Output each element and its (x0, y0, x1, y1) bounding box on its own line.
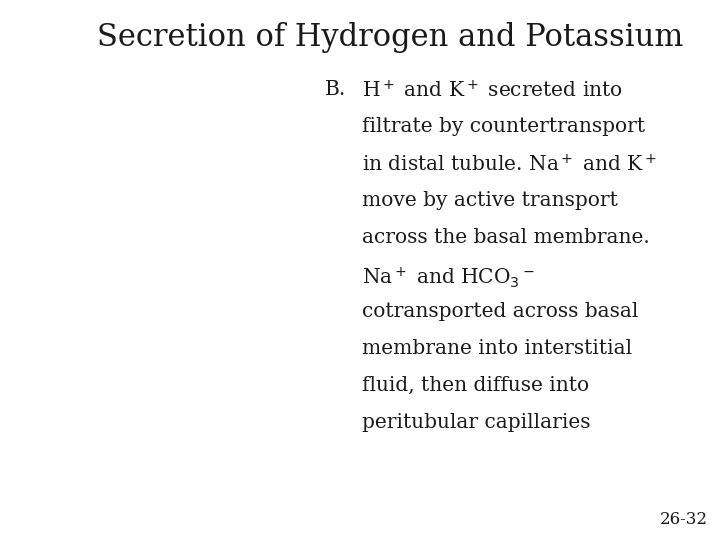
Text: cotransported across basal: cotransported across basal (362, 302, 639, 321)
Text: in distal tubule. Na$^+$ and K$^+$: in distal tubule. Na$^+$ and K$^+$ (362, 154, 657, 176)
Text: B.: B. (325, 80, 346, 99)
Text: across the basal membrane.: across the basal membrane. (362, 228, 649, 247)
Text: peritubular capillaries: peritubular capillaries (362, 413, 590, 432)
Text: membrane into interstitial: membrane into interstitial (362, 339, 632, 358)
Text: fluid, then diffuse into: fluid, then diffuse into (362, 376, 589, 395)
Text: Na$^+$ and HCO$_3$$^-$: Na$^+$ and HCO$_3$$^-$ (362, 265, 535, 289)
Text: filtrate by countertransport: filtrate by countertransport (362, 117, 645, 136)
Text: move by active transport: move by active transport (362, 191, 618, 210)
Text: H$^+$ and K$^+$ secreted into: H$^+$ and K$^+$ secreted into (362, 80, 623, 102)
Text: 26-32: 26-32 (660, 511, 708, 528)
Text: Secretion of Hydrogen and Potassium: Secretion of Hydrogen and Potassium (96, 22, 683, 53)
